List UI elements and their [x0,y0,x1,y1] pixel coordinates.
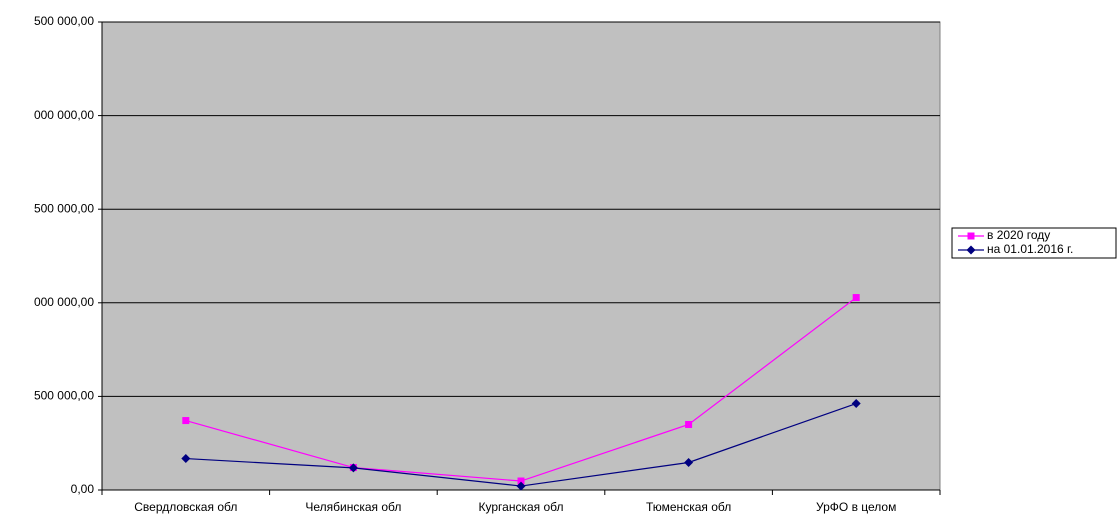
data-point [516,481,526,491]
data-point [517,477,525,485]
data-point [348,463,358,473]
legend-label: в 2020 году [987,228,1050,242]
legend-box [951,227,1117,259]
y-tick-label: 0,00 [71,482,95,496]
y-tick-label: 500 000,00 [34,389,94,403]
data-point [181,454,191,464]
x-tick-label: УрФО в целом [816,500,896,514]
data-point [851,399,861,409]
data-point [852,294,860,302]
x-tick-label: Тюменская обл [646,500,731,514]
data-point [685,420,693,428]
x-tick-label: Свердловская обл [134,500,237,514]
legend-label: на 01.01.2016 г. [987,242,1073,256]
plot-area [101,21,941,491]
legend-marker [967,232,975,240]
x-tick-label: Челябинская обл [305,500,401,514]
y-tick-label: 500 000,00 [34,14,94,28]
data-point [182,417,190,425]
y-tick-label: 500 000,00 [34,201,94,215]
x-tick-label: Курганская обл [479,500,564,514]
y-tick-label: 000 000,00 [34,295,94,309]
data-point [684,457,694,467]
legend-marker [966,245,976,255]
y-tick-label: 000 000,00 [34,108,94,122]
